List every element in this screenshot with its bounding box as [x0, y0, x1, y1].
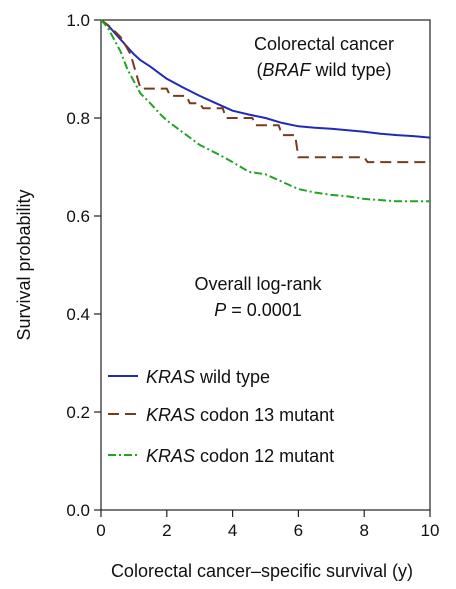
y-axis-title: Survival probability [14, 189, 34, 340]
series-line-wild-type [100, 19, 431, 139]
legend-gene-codon-13: KRAS [146, 405, 195, 425]
plot-frame [100, 19, 431, 511]
x-tick-label-6: 6 [294, 521, 303, 540]
y-tick-label-0.6: 0.6 [66, 207, 90, 226]
subgroup-label-line2: (BRAF wild type) [256, 60, 391, 80]
legend-label-wild-type: KRAS wild type [146, 367, 270, 387]
x-tick-label-0: 0 [96, 521, 105, 540]
subgroup-status: wild type) [310, 60, 391, 80]
y-tick-label-0.2: 0.2 [66, 403, 90, 422]
legend-status-codon-12: codon 12 mutant [195, 446, 334, 466]
x-tick-label-2: 2 [162, 521, 171, 540]
x-tick-label-4: 4 [228, 521, 237, 540]
p-value-label: P = 0.0001 [214, 300, 302, 320]
x-tick-label-8: 8 [359, 521, 368, 540]
legend-label-codon-13: KRAS codon 13 mutant [146, 405, 334, 425]
p-symbol: P [214, 300, 226, 320]
legend-gene-wild-type: KRAS [146, 367, 195, 387]
survival-curves [100, 19, 431, 203]
y-tick-label-1.0: 1.0 [66, 11, 90, 30]
x-tick-label-10: 10 [421, 521, 440, 540]
chart-legend: KRAS wild type KRAS codon 13 mutant KRAS… [108, 367, 334, 466]
logrank-label: Overall log-rank [194, 274, 322, 294]
y-tick-label-0.4: 0.4 [66, 305, 90, 324]
legend-status-wild-type: wild type [195, 367, 270, 387]
axis-ticks: 0.0 0.2 0.4 0.6 0.8 1.0 0 2 4 6 8 10 [66, 11, 439, 540]
p-value: = 0.0001 [226, 300, 302, 320]
subgroup-gene: BRAF [262, 60, 311, 80]
y-tick-label-0.0: 0.0 [66, 501, 90, 520]
subgroup-label-line1: Colorectal cancer [254, 34, 394, 54]
x-axis-title: Colorectal cancer–specific survival (y) [111, 561, 413, 581]
chart-axes [100, 19, 431, 511]
legend-label-codon-12: KRAS codon 12 mutant [146, 446, 334, 466]
legend-status-codon-13: codon 13 mutant [195, 405, 334, 425]
y-tick-label-0.8: 0.8 [66, 109, 90, 128]
series-line-codon-13 [100, 19, 430, 164]
legend-gene-codon-12: KRAS [146, 446, 195, 466]
